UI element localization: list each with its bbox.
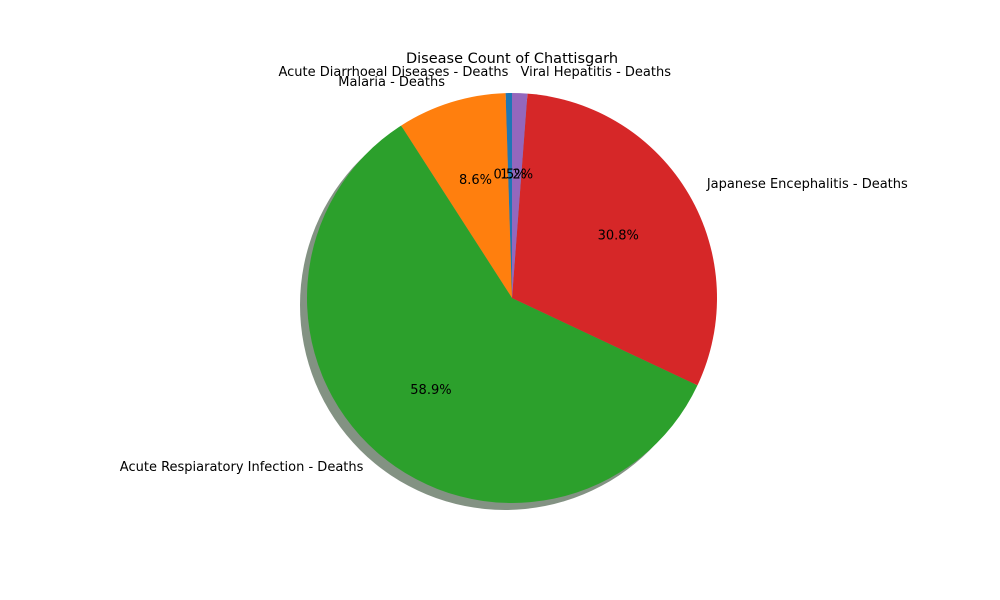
pie-slices [307, 93, 718, 503]
slice-label-acute-respiaratory-infection-deaths: Acute Respiaratory Infection - Deaths [120, 460, 364, 475]
percent-label-malaria-deaths: 8.6% [459, 173, 492, 188]
slice-label-japanese-encephalitis-deaths: Japanese Encephalitis - Deaths [706, 177, 908, 192]
percent-label-japanese-encephalitis-deaths: 30.8% [598, 229, 639, 244]
chart-title: Disease Count of Chattisgarh [406, 51, 618, 67]
percent-label-viral-hepatitis-deaths: 1.2% [500, 168, 533, 183]
slice-label-viral-hepatitis-deaths: Viral Hepatitis - Deaths [520, 65, 671, 80]
slice-label-acute-diarrhoeal-diseases-deaths: Acute Diarrhoeal Diseases - Deaths [279, 65, 509, 80]
pie-labels: Acute Diarrhoeal Diseases - Deaths 0.5% Ma… [120, 65, 908, 475]
slice-label-malaria-deaths: Malaria - Deaths [338, 75, 445, 90]
pie-slice-viral-hepatitis-deaths [512, 93, 528, 298]
pie-slice-acute-respiaratory-infection-deaths [307, 125, 698, 503]
pie-slice-acute-diarrhoeal-diseases-deaths [505, 93, 512, 298]
percent-label-acute-respiaratory-infection-deaths: 58.9% [410, 383, 451, 398]
pie-slice-malaria-deaths [401, 93, 512, 298]
percent-label-acute-diarrhoeal-diseases-deaths: 0.5% [494, 168, 527, 183]
pie-slice-japanese-encephalitis-deaths [512, 93, 718, 386]
